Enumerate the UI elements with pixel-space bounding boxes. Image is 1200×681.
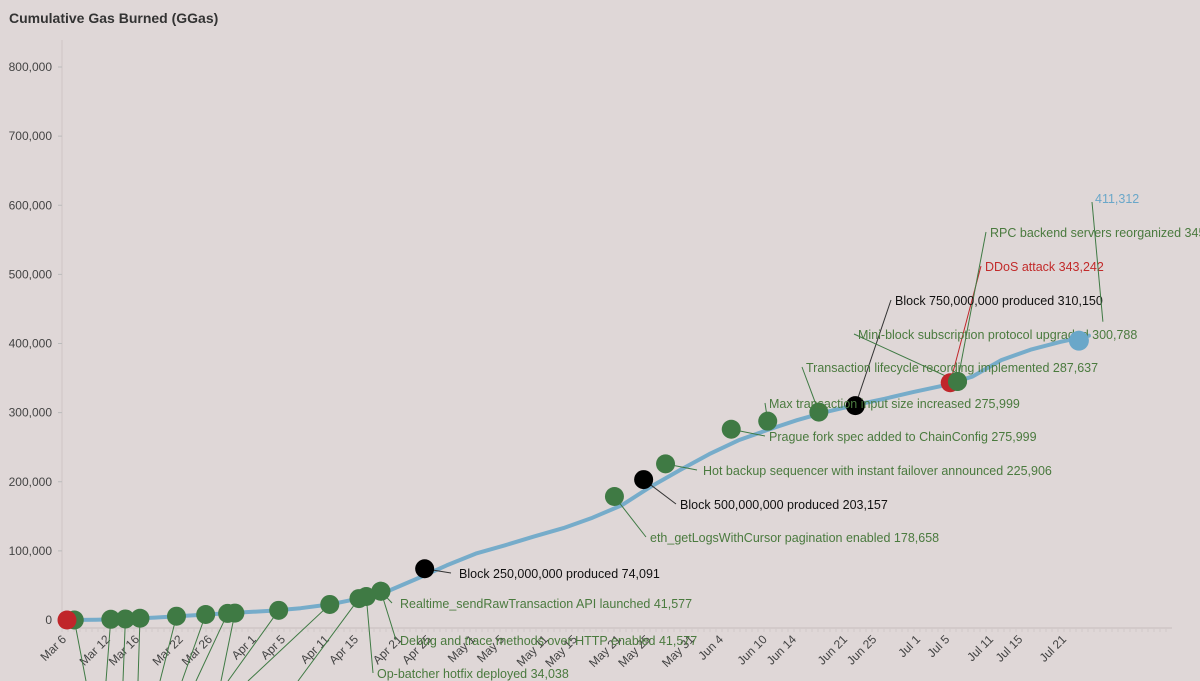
green-annotation-marker bbox=[656, 454, 676, 474]
green-event-marker bbox=[101, 609, 121, 629]
green-annotation-marker bbox=[758, 411, 778, 431]
y-tick-label: 700,000 bbox=[9, 129, 53, 143]
green-annotation-marker bbox=[371, 581, 391, 601]
annotation-label: Max transaction input size increased 275… bbox=[769, 397, 1020, 411]
annotation-label: Op-batcher hotfix deployed 34,038 bbox=[377, 667, 569, 681]
end-value-label: 411,312 bbox=[1095, 192, 1139, 206]
annotation-label: eth_getLogsWithCursor pagination enabled… bbox=[650, 531, 939, 545]
green-event-marker bbox=[320, 594, 340, 614]
annotation-leader-line bbox=[854, 299, 892, 406]
annotation-label: Mini-block subscription protocol upgrade… bbox=[858, 328, 1137, 342]
minor-leader-line bbox=[137, 618, 141, 681]
green-event-marker bbox=[196, 604, 216, 624]
x-tick-label: Jun 25 bbox=[844, 632, 880, 668]
x-tick-label: Jul 11 bbox=[964, 632, 996, 664]
annotation-leader-line bbox=[853, 333, 958, 382]
minor-leader-line bbox=[159, 616, 177, 681]
x-tick-label: Apr 15 bbox=[326, 632, 361, 667]
annotation-label: Realtime_sendRawTransaction API launched… bbox=[400, 597, 692, 611]
green-event-marker bbox=[269, 600, 289, 620]
green-event-marker bbox=[115, 609, 135, 629]
y-tick-label: 500,000 bbox=[9, 267, 53, 281]
minor-leader-line bbox=[297, 598, 360, 681]
x-tick-label: Jul 21 bbox=[1037, 632, 1070, 665]
red-event-marker bbox=[57, 610, 77, 630]
green-annotation-marker bbox=[604, 487, 624, 507]
x-tick-label: Jul 1 bbox=[895, 632, 923, 660]
green-annotation-marker bbox=[721, 419, 741, 439]
minor-leader-line bbox=[227, 610, 280, 681]
minor-leader-line bbox=[122, 618, 126, 681]
x-tick-label: Jun 4 bbox=[695, 632, 726, 663]
x-tick-label: Jun 21 bbox=[815, 632, 851, 668]
green-event-marker bbox=[130, 608, 150, 628]
minor-leader-line bbox=[195, 613, 229, 681]
black-annotation-marker bbox=[845, 396, 865, 416]
end-marker bbox=[1068, 330, 1089, 351]
x-tick-label: Jun 10 bbox=[734, 632, 770, 668]
annotation-label: DDoS attack 343,242 bbox=[985, 260, 1104, 274]
black-annotation-marker bbox=[634, 470, 654, 490]
y-tick-label: 400,000 bbox=[9, 337, 53, 351]
annotation-label: Prague fork spec added to ChainConfig 27… bbox=[769, 430, 1037, 444]
x-tick-label: Jun 14 bbox=[764, 632, 800, 668]
chart-title: Cumulative Gas Burned (GGas) bbox=[9, 10, 219, 26]
x-tick-label: Apr 1 bbox=[229, 632, 259, 662]
y-tick-label: 800,000 bbox=[9, 60, 53, 74]
minor-leader-line bbox=[181, 614, 207, 681]
x-tick-label: Jul 15 bbox=[993, 632, 1026, 665]
annotation-leader-line bbox=[365, 596, 374, 674]
green-event-marker bbox=[225, 603, 245, 623]
x-tick-label: Apr 11 bbox=[298, 632, 333, 667]
y-tick-label: 100,000 bbox=[9, 544, 53, 558]
annotation-leader-line bbox=[957, 231, 987, 382]
minor-leader-line bbox=[105, 619, 112, 681]
annotation-label: Block 250,000,000 produced 74,091 bbox=[459, 567, 660, 581]
y-tick-label: 200,000 bbox=[9, 475, 53, 489]
annotation-label: Hot backup sequencer with instant failov… bbox=[703, 464, 1052, 478]
green-annotation-marker bbox=[809, 402, 829, 422]
x-tick-label: Mar 6 bbox=[38, 632, 70, 664]
minor-leader-line bbox=[73, 619, 87, 681]
annotation-label: Block 500,000,000 produced 203,157 bbox=[680, 498, 888, 512]
annotation-label: Block 750,000,000 produced 310,150 bbox=[895, 294, 1103, 308]
green-event-marker bbox=[166, 606, 186, 626]
minor-leader-line bbox=[220, 612, 236, 681]
green-annotation-marker bbox=[356, 586, 376, 606]
y-tick-label: 300,000 bbox=[9, 406, 53, 420]
green-annotation-marker bbox=[948, 371, 968, 391]
minor-leader-line bbox=[247, 604, 331, 681]
annotation-label: Debug and trace methods over HTTP enable… bbox=[400, 634, 697, 648]
y-tick-label: 0 bbox=[45, 613, 52, 627]
x-tick-label: Jul 5 bbox=[925, 632, 953, 660]
annotation-label: Transaction lifecycle recording implemen… bbox=[806, 361, 1098, 375]
black-annotation-marker bbox=[415, 559, 435, 579]
end-leader-line bbox=[1091, 201, 1104, 322]
y-tick-label: 600,000 bbox=[9, 198, 53, 212]
